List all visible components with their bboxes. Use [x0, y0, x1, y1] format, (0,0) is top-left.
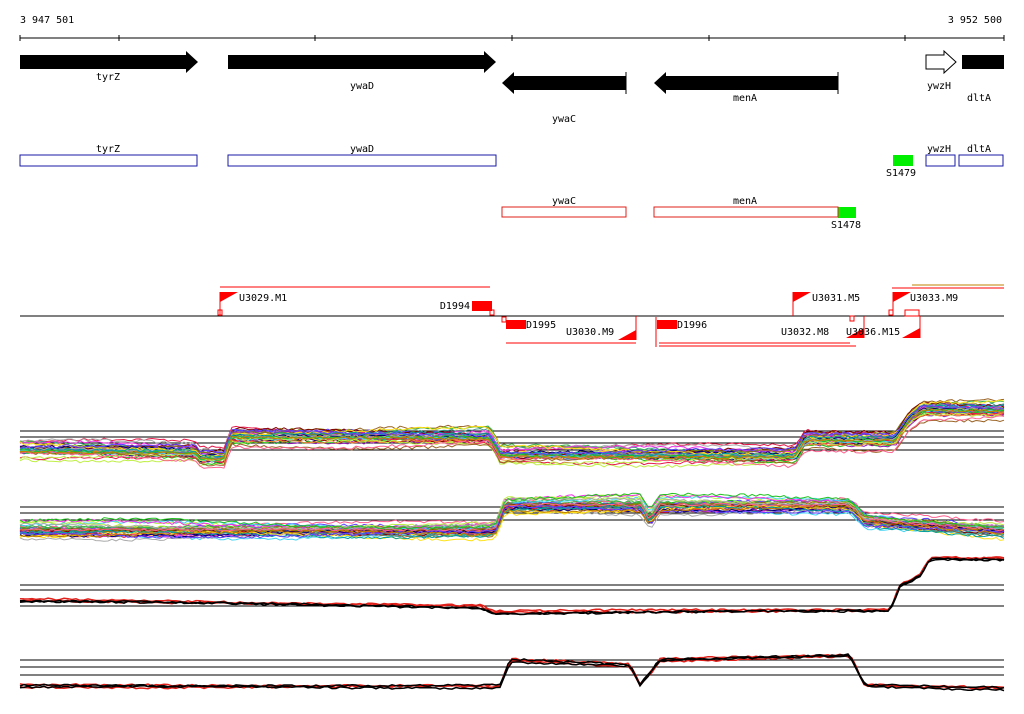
expression-trace	[19, 557, 1005, 616]
gene-arrow-shape[interactable]	[502, 72, 626, 94]
segment-label: U3036.M15	[846, 327, 900, 338]
segment-U3031-M5[interactable]: U3031.M5	[792, 292, 860, 316]
cds-box-menA[interactable]	[653, 206, 839, 218]
expression-tracks	[19, 398, 1005, 692]
expression-trace	[19, 492, 1005, 530]
expression-trace	[19, 493, 1005, 530]
segment-D1994[interactable]: D1994	[440, 301, 495, 316]
expression-trace	[19, 653, 1005, 690]
segment-U3029-M1[interactable]: U3029.M1	[217, 286, 490, 316]
cds-label: tyrZ	[96, 144, 120, 155]
segment-D1996[interactable]: D1996	[655, 317, 707, 347]
segment-label: D1996	[677, 320, 707, 331]
gene-arrow-menA[interactable]: menA	[654, 72, 839, 104]
segment-tick	[489, 309, 495, 316]
expression-trace	[19, 502, 1005, 532]
segment-label: U3032.M8	[781, 327, 829, 338]
cds-reverse-track: ywaC menA	[501, 196, 839, 218]
cds-label: ywaD	[350, 144, 374, 155]
expression-trace	[19, 505, 1005, 538]
gene-arrow-shape[interactable]	[925, 49, 957, 75]
gene-arrow-shape[interactable]	[20, 51, 198, 73]
gene-arrow-dltA[interactable]: dltA	[962, 55, 1004, 104]
expression-trace	[19, 504, 1005, 539]
gene-arrow-ywzH[interactable]: ywzH	[925, 49, 957, 92]
cds-box-tyrZ[interactable]	[19, 154, 198, 167]
segment-block	[472, 301, 492, 311]
expression-trace	[19, 558, 1005, 616]
expression-panel-1	[19, 398, 1005, 469]
site-label: S1479	[886, 168, 916, 179]
gene-label: menA	[733, 93, 757, 104]
gene-arrow-shape[interactable]	[654, 72, 838, 94]
segment-label: U3033.M9	[910, 293, 958, 304]
ruler-start-label: 3 947 501	[20, 15, 74, 26]
gene-track: tyrZ ywaD ywaC menA ywzH dltA	[20, 49, 1004, 125]
segment-tick	[904, 309, 920, 317]
segment-label: U3029.M1	[239, 293, 287, 304]
site-track: S1479 S1478	[831, 155, 916, 231]
segment-flag	[618, 330, 636, 340]
segment-tick	[501, 316, 507, 323]
expression-trace	[19, 404, 1005, 456]
cds-box-ywzH[interactable]	[925, 154, 956, 167]
segment-D1995[interactable]: D1995	[501, 316, 556, 331]
segment-block	[506, 320, 526, 329]
cds-box-ywaD[interactable]	[227, 154, 497, 167]
site-box-S1479[interactable]	[893, 155, 913, 166]
expression-panel-3	[19, 555, 1005, 616]
gene-label: ywzH	[927, 81, 951, 92]
cds-label: ywzH	[927, 144, 951, 155]
segment-track: U3029.M1 D1994 D1995 U3030.M9 D1996 U3	[20, 284, 1004, 347]
expression-trace	[19, 505, 1005, 538]
gene-arrow-ywaC[interactable]: ywaC	[502, 72, 627, 125]
ruler-end-label: 3 952 500	[948, 15, 1002, 26]
cds-label: menA	[733, 196, 757, 207]
gene-label: tyrZ	[96, 72, 120, 83]
cds-label: ywaC	[552, 196, 576, 207]
segment-flag	[220, 292, 238, 302]
cds-forward-track: tyrZ ywaD ywzH dltA	[19, 144, 1004, 167]
segment-U3036-M15[interactable]: U3036.M15	[846, 315, 900, 338]
segment-label: U3031.M5	[812, 293, 860, 304]
gene-label: ywaD	[350, 81, 374, 92]
segment-flag	[846, 328, 864, 338]
segment-U3030-M9[interactable]: U3030.M9	[506, 316, 637, 344]
segment-label: D1994	[440, 301, 470, 312]
gene-arrow-ywaD[interactable]: ywaD	[228, 51, 496, 92]
expression-trace	[19, 415, 1005, 469]
segment-label: D1995	[526, 320, 556, 331]
segment-block	[657, 320, 677, 329]
coordinate-ruler: 3 947 501 3 952 500	[19, 15, 1005, 41]
expression-trace	[19, 654, 1005, 692]
site-box-S1478[interactable]	[838, 207, 856, 218]
segment-U3033-M9[interactable]: U3033.M9	[888, 284, 1004, 338]
segment-flag	[893, 292, 911, 302]
expression-panel-4	[19, 653, 1005, 692]
expression-trace	[19, 408, 1005, 461]
cds-box-ywaC[interactable]	[501, 206, 627, 218]
cds-box-dltA[interactable]	[958, 154, 1004, 167]
cds-label: dltA	[967, 144, 991, 155]
segment-tick	[888, 309, 894, 316]
expression-trace	[19, 495, 1005, 531]
gene-arrow-shape[interactable]	[962, 55, 1004, 69]
segment-flag	[793, 292, 811, 302]
site-label: S1478	[831, 220, 861, 231]
gene-label: ywaC	[552, 114, 576, 125]
expression-trace	[19, 408, 1005, 460]
segment-label: U3030.M9	[566, 327, 614, 338]
expression-panel-2	[19, 492, 1005, 542]
gene-label: dltA	[967, 93, 991, 104]
segment-flag	[902, 328, 920, 338]
segment-tick	[849, 315, 855, 322]
gene-arrow-shape[interactable]	[228, 51, 496, 73]
gene-arrow-tyrZ[interactable]: tyrZ	[20, 51, 198, 83]
segment-U3032-M8[interactable]: U3032.M8	[659, 327, 856, 347]
segment-tick	[217, 309, 223, 316]
